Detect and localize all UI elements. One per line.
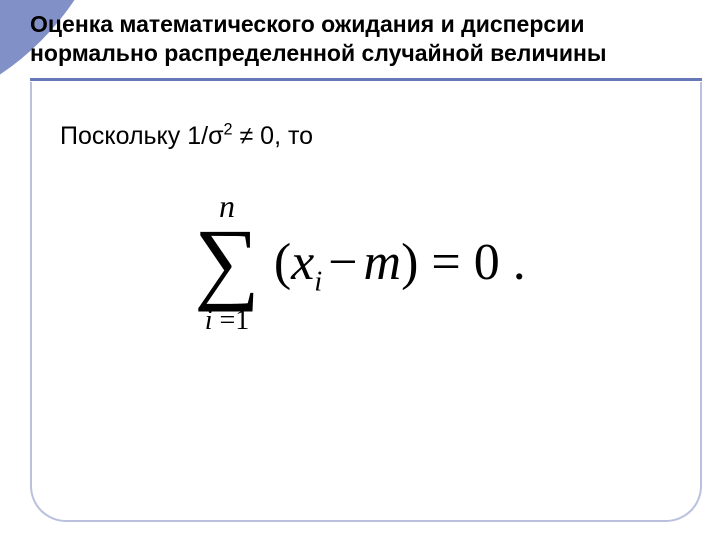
summand-expression: (xi−m) = 0 . [274,233,526,292]
title-line-2: нормально распределенной случайной велич… [30,39,702,68]
slide: Оценка математического ожидания и диспер… [0,0,720,540]
slide-title: Оценка математического ожидания и диспер… [30,10,702,74]
var-x: x [291,234,314,291]
equals-zero: = 0 [418,234,499,291]
sub-i: i [314,267,322,298]
period: . [500,234,526,291]
sum-block: n ∑ i =1 [194,190,260,335]
formula: n ∑ i =1 (xi−m) = 0 . [0,190,720,335]
formula-inner: n ∑ i =1 (xi−m) = 0 . [194,190,526,335]
sum-lower-limit: i =1 [205,307,250,335]
rparen: ) [401,234,418,291]
body-superscript: 2 [224,121,233,139]
title-underline [30,78,702,81]
body-sentence: Поскольку 1/σ2 ≠ 0, то [60,122,313,151]
lparen: ( [274,234,291,291]
minus-sign: − [322,233,363,292]
sigma-icon: ∑ [194,224,260,299]
sum-lower-i: i [205,305,213,336]
var-m: m [364,234,402,291]
title-line-1: Оценка математического ожидания и диспер… [30,10,702,39]
body-suffix: ≠ 0, то [233,122,313,150]
sum-lower-eq: =1 [213,305,250,336]
body-prefix: Поскольку 1/σ [60,122,224,150]
